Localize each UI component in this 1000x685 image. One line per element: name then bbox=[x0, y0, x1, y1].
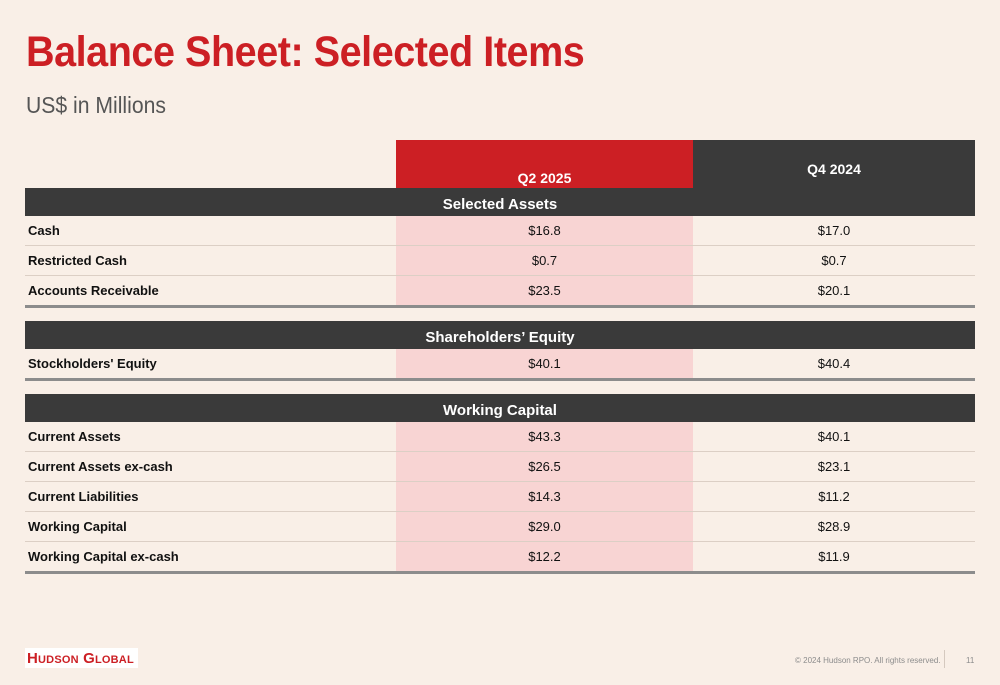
table-row: Current Assets $43.3 $40.1 bbox=[25, 422, 975, 452]
table-row: Working Capital $29.0 $28.9 bbox=[25, 512, 975, 542]
row-label: Cash bbox=[28, 223, 60, 238]
section-heading-shareholders-equity: Shareholders’ Equity bbox=[25, 321, 975, 349]
cell-q4: $20.1 bbox=[817, 283, 851, 298]
cell-q2: $16.8 bbox=[396, 216, 693, 245]
cell-q2: $43.3 bbox=[396, 422, 693, 451]
table-row: Working Capital ex-cash $12.2 $11.9 bbox=[25, 542, 975, 574]
page-subtitle: US$ in Millions bbox=[26, 92, 166, 118]
copyright-notice: © 2024 Hudson RPO. All rights reserved. bbox=[795, 656, 941, 665]
section-heading-selected-assets: Selected Assets bbox=[25, 188, 975, 216]
table-row: Stockholders' Equity $40.1 $40.4 bbox=[25, 349, 975, 381]
table-row: Cash $16.8 $17.0 bbox=[25, 216, 975, 246]
row-label: Stockholders' Equity bbox=[28, 356, 157, 371]
cell-q4: $23.1 bbox=[817, 459, 851, 474]
cell-q2: $40.1 bbox=[396, 349, 693, 378]
cell-q4: $0.7 bbox=[821, 253, 847, 268]
cell-q4: $40.4 bbox=[817, 356, 851, 371]
cell-q4: $40.1 bbox=[817, 429, 851, 444]
row-label: Working Capital bbox=[28, 519, 127, 534]
hudson-global-logo: Hudson Global bbox=[25, 648, 138, 668]
column-header-q4-2024: Q4 2024 bbox=[693, 140, 975, 188]
table-row: Accounts Receivable $23.5 $20.1 bbox=[25, 276, 975, 308]
balance-sheet-table: Q2 2025 Q4 2024 Selected Assets Cash $16… bbox=[25, 140, 975, 574]
cell-q2: $26.5 bbox=[396, 452, 693, 481]
cell-q2: $14.3 bbox=[396, 482, 693, 511]
table-row: Restricted Cash $0.7 $0.7 bbox=[25, 246, 975, 276]
cell-q4: $11.2 bbox=[818, 489, 850, 504]
section-heading-working-capital: Working Capital bbox=[25, 394, 975, 422]
table-row: Current Assets ex-cash $26.5 $23.1 bbox=[25, 452, 975, 482]
cell-q2: $0.7 bbox=[396, 246, 693, 275]
cell-q2: $12.2 bbox=[396, 542, 693, 571]
cell-q4: $17.0 bbox=[817, 223, 851, 238]
footer-divider bbox=[944, 650, 945, 668]
row-label: Working Capital ex-cash bbox=[28, 549, 179, 564]
row-label: Restricted Cash bbox=[28, 253, 127, 268]
table-header: Q2 2025 Q4 2024 bbox=[25, 140, 975, 188]
cell-q2: $29.0 bbox=[396, 512, 693, 541]
page-title: Balance Sheet: Selected Items bbox=[26, 28, 585, 76]
table-row: Current Liabilities $14.3 $11.2 bbox=[25, 482, 975, 512]
row-label: Current Assets ex-cash bbox=[28, 459, 173, 474]
page-number: 11 bbox=[966, 656, 975, 665]
column-header-q2-2025: Q2 2025 bbox=[396, 140, 693, 188]
row-label: Current Assets bbox=[28, 429, 121, 444]
cell-q4: $11.9 bbox=[818, 549, 850, 564]
cell-q4: $28.9 bbox=[817, 519, 851, 534]
row-label: Accounts Receivable bbox=[28, 283, 159, 298]
row-label: Current Liabilities bbox=[28, 489, 139, 504]
cell-q2: $23.5 bbox=[396, 276, 693, 305]
